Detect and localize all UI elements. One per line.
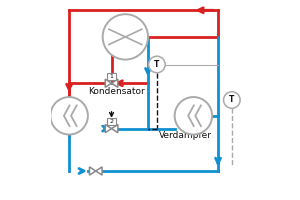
Circle shape bbox=[175, 97, 212, 135]
Text: 2: 2 bbox=[110, 119, 113, 124]
Polygon shape bbox=[89, 167, 96, 175]
Circle shape bbox=[103, 14, 148, 60]
Circle shape bbox=[50, 97, 88, 135]
Text: T: T bbox=[229, 96, 235, 104]
Polygon shape bbox=[112, 124, 118, 133]
Circle shape bbox=[224, 92, 240, 108]
Polygon shape bbox=[96, 167, 102, 175]
Text: Verdampfer: Verdampfer bbox=[159, 131, 212, 140]
Text: 1: 1 bbox=[110, 74, 113, 79]
Circle shape bbox=[148, 56, 165, 73]
FancyBboxPatch shape bbox=[107, 118, 116, 125]
Polygon shape bbox=[112, 79, 118, 87]
Text: T: T bbox=[154, 60, 160, 69]
Polygon shape bbox=[105, 124, 112, 133]
Text: Kondensator: Kondensator bbox=[88, 87, 145, 96]
FancyBboxPatch shape bbox=[107, 73, 116, 80]
Polygon shape bbox=[105, 79, 112, 87]
